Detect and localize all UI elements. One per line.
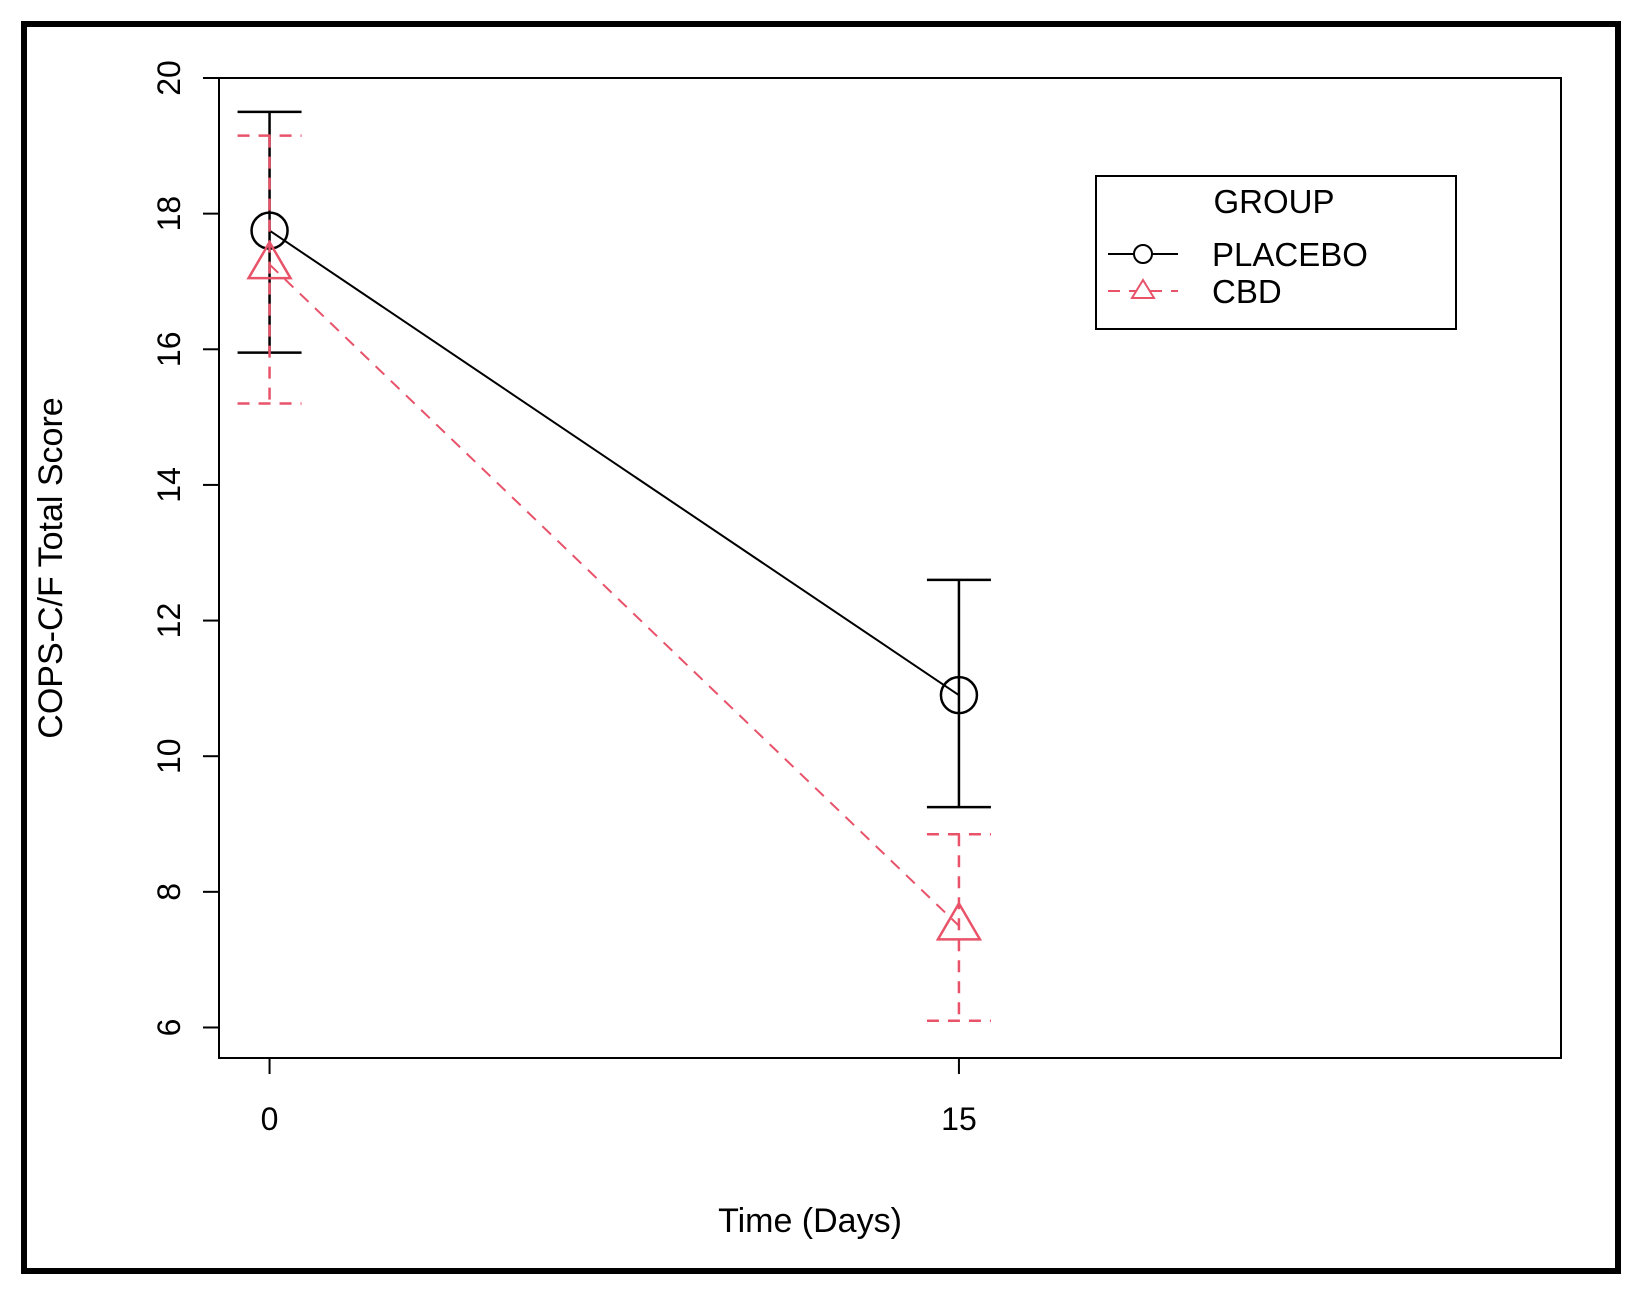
y-tick-label: 20 — [151, 60, 187, 96]
y-tick-label: 14 — [151, 467, 187, 503]
legend-marker — [1130, 278, 1156, 299]
x-axis-label: Time (Days) — [718, 1202, 902, 1240]
legend-label: PLACEBO — [1212, 236, 1368, 273]
y-tick-label: 12 — [151, 603, 187, 639]
y-tick-label: 8 — [151, 883, 187, 901]
data-point — [246, 239, 293, 280]
legend-marker — [1133, 244, 1153, 264]
y-tick-label: 18 — [151, 196, 187, 232]
series-line — [268, 263, 960, 927]
data-point — [935, 900, 983, 941]
y-tick-label: 10 — [151, 738, 187, 774]
series-line — [268, 229, 960, 696]
y-tick-label: 16 — [151, 331, 187, 367]
series-cbd — [237, 134, 991, 1022]
x-axis: 0 15 — [261, 1057, 977, 1137]
x-tick-label: 0 — [261, 1101, 279, 1137]
legend-item-placebo: PLACEBO — [1108, 236, 1368, 273]
legend-box — [1095, 175, 1457, 330]
series-placebo — [237, 110, 991, 809]
data-point — [939, 675, 979, 715]
y-tick-label: 6 — [151, 1019, 187, 1037]
legend-label: CBD — [1212, 273, 1282, 310]
y-axis: 6 8 10 12 14 16 18 20 — [151, 60, 220, 1037]
x-tick-label: 15 — [941, 1101, 977, 1137]
legend-title: GROUP — [1213, 183, 1334, 220]
legend-item-cbd: CBD — [1108, 273, 1282, 310]
y-axis-label: COPS-C/F Total Score — [32, 397, 70, 738]
series-layer — [237, 110, 991, 1022]
